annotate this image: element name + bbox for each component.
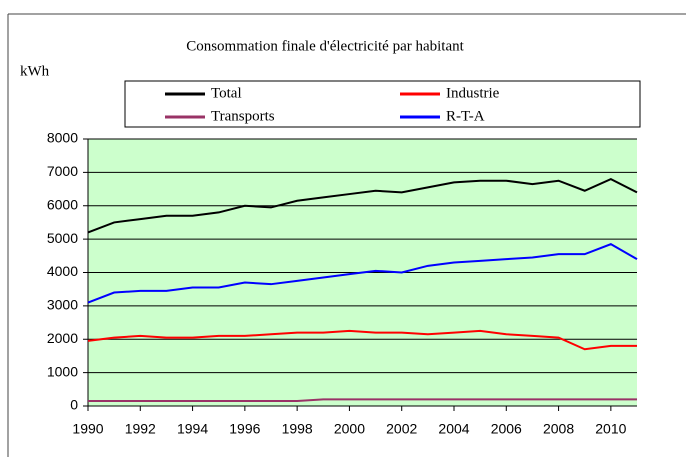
legend <box>124 80 641 128</box>
legend-label: Total <box>211 85 242 101</box>
legend-label: R-T-A <box>446 108 485 124</box>
y-tick-label: 0 <box>70 397 78 413</box>
x-tick-label: 2002 <box>386 421 417 437</box>
x-tick-label: 2010 <box>595 421 626 437</box>
y-tick-label: 8000 <box>47 130 78 146</box>
series-line <box>87 177 638 234</box>
series-line <box>87 243 638 304</box>
y-axis-label: kWh <box>20 63 50 79</box>
chart-title: Consommation finale d'électricité par ha… <box>186 38 464 54</box>
x-tick-label: 2004 <box>438 421 469 437</box>
y-tick-label: 4000 <box>47 263 78 279</box>
x-tick-label: 1994 <box>177 421 208 437</box>
series-line <box>87 329 637 351</box>
series-line <box>88 398 637 402</box>
y-tick-label: 7000 <box>47 163 78 179</box>
y-tick-label: 3000 <box>47 297 78 313</box>
x-tick-label: 1996 <box>229 421 260 437</box>
x-tick-label: 1998 <box>282 421 313 437</box>
y-tick-label: 2000 <box>47 330 78 346</box>
x-tick-label: 2006 <box>491 421 522 437</box>
x-tick-label: 2000 <box>334 421 365 437</box>
y-tick-label: 5000 <box>47 230 78 246</box>
x-tick-label: 2008 <box>543 421 574 437</box>
y-tick-label: 1000 <box>47 363 78 379</box>
x-tick-label: 1992 <box>125 421 156 437</box>
legend-label: Transports <box>211 108 275 124</box>
y-tick-label: 6000 <box>47 196 78 212</box>
x-tick-label: 1990 <box>72 421 103 437</box>
legend-label: Industrie <box>446 85 500 101</box>
